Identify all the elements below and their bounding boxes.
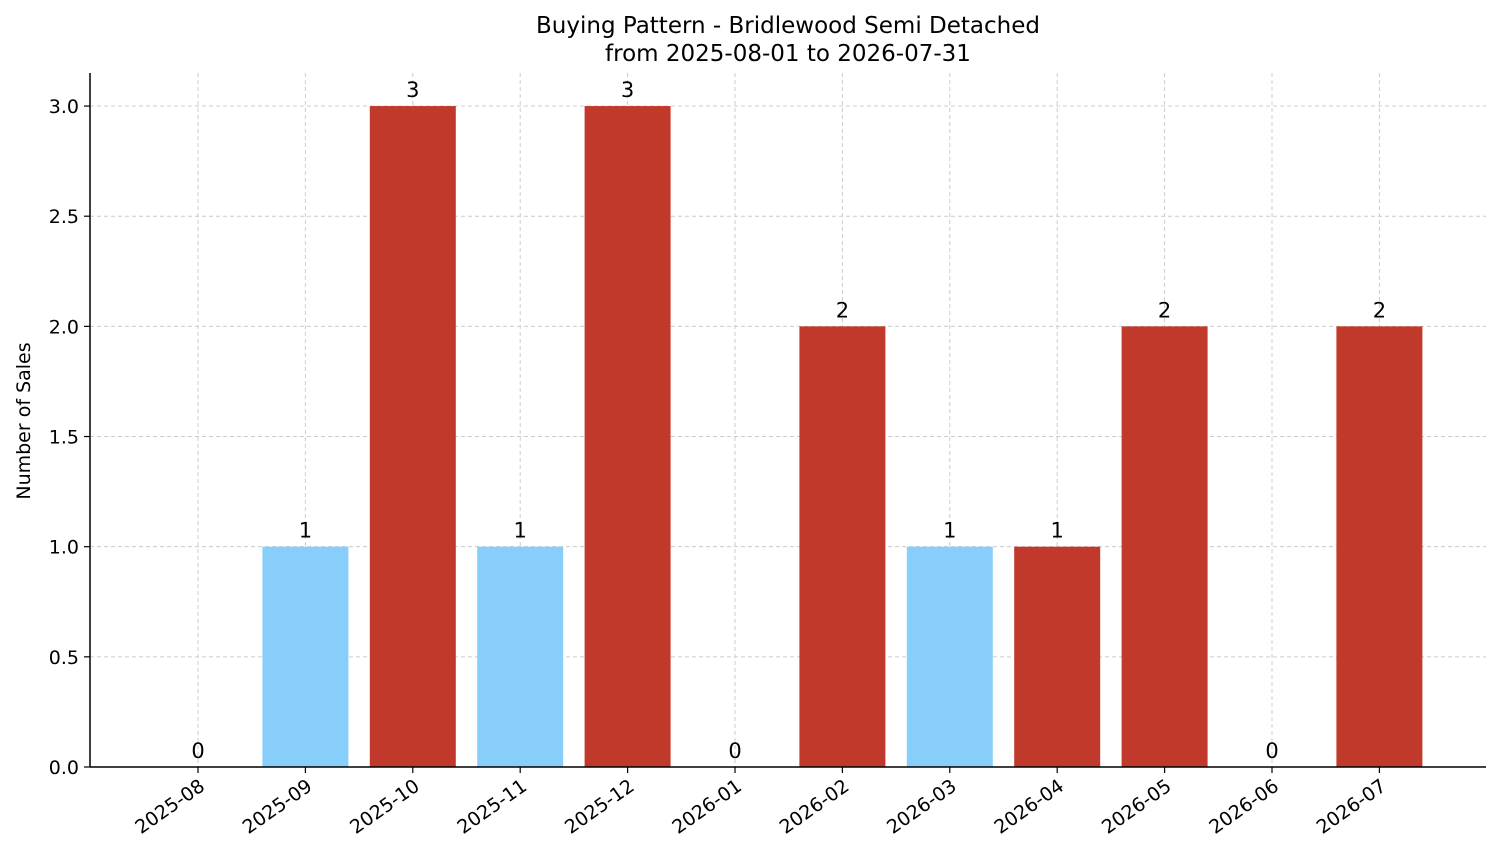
- x-tick-label: 2026-06: [1205, 775, 1283, 839]
- bar-2026-03: [906, 546, 993, 767]
- data-label: 1: [943, 519, 956, 543]
- x-tick-label: 2026-02: [776, 775, 854, 839]
- x-tick-label: 2026-03: [883, 775, 961, 839]
- x-tick-label: 2025-11: [453, 775, 531, 839]
- axes: [89, 73, 1486, 768]
- x-tick-label: 2025-09: [239, 775, 317, 839]
- bar-2026-04: [1014, 546, 1101, 767]
- bar-2025-11: [477, 546, 564, 767]
- y-tick-label: 1.0: [49, 537, 79, 559]
- data-label: 2: [1158, 298, 1171, 322]
- bar-2025-10: [369, 106, 456, 768]
- data-label: 2: [1373, 298, 1386, 322]
- y-tick-label: 1.5: [49, 427, 79, 449]
- y-ticks: 0.0 0.5 1.0 1.5 2.0 2.5 3.0: [49, 96, 90, 779]
- y-axis-label: Number of Sales: [13, 342, 35, 499]
- chart-title: Buying Pattern - Bridlewood Semi Detache…: [536, 13, 1040, 39]
- data-label: 0: [728, 739, 741, 763]
- bars: [262, 106, 1423, 768]
- x-tick-label: 2025-12: [561, 775, 639, 839]
- bar-2026-05: [1121, 326, 1208, 767]
- chart-subtitle: from 2025-08-01 to 2026-07-31: [605, 41, 971, 67]
- y-tick-label: 3.0: [49, 96, 79, 118]
- bar-2026-07: [1336, 326, 1423, 767]
- data-label: 1: [299, 519, 312, 543]
- bar-2025-12: [584, 106, 671, 768]
- data-label: 0: [1265, 739, 1278, 763]
- data-label: 3: [621, 78, 634, 102]
- x-tick-label: 2026-05: [1098, 775, 1176, 839]
- bar-2025-09: [262, 546, 349, 767]
- x-ticks: 2025-08 2025-09 2025-10 2025-11 2025-12 2026-…: [131, 767, 1390, 839]
- data-label: 1: [514, 519, 527, 543]
- y-tick-label: 2.0: [49, 316, 79, 338]
- bar-2026-02: [799, 326, 886, 767]
- data-label: 2: [836, 298, 849, 322]
- y-tick-label: 0.5: [49, 647, 79, 669]
- data-labels: 0 1 3 1 3 0 2 1 1 2 0 2: [191, 78, 1386, 763]
- x-tick-label: 2026-04: [990, 775, 1068, 839]
- x-tick-label: 2025-08: [131, 775, 209, 839]
- data-label: 0: [191, 739, 204, 763]
- data-label: 3: [406, 78, 419, 102]
- x-tick-label: 2026-07: [1313, 775, 1391, 839]
- y-tick-label: 2.5: [49, 206, 79, 228]
- y-tick-label: 0.0: [49, 757, 79, 779]
- x-tick-label: 2026-01: [668, 775, 746, 839]
- x-tick-label: 2025-10: [346, 775, 424, 839]
- data-label: 1: [1051, 519, 1064, 543]
